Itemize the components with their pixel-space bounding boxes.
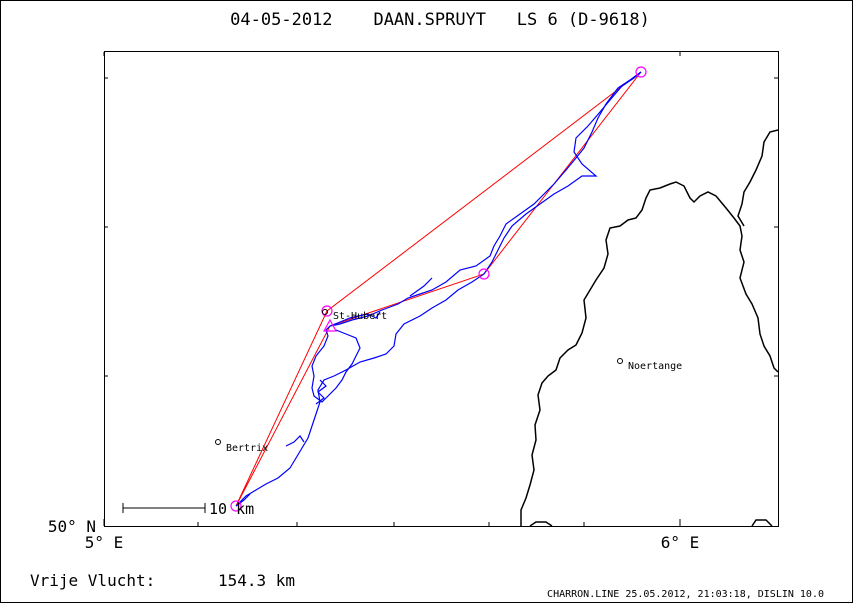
x-tick-label-5e: 5° E (85, 533, 124, 552)
place-label-bertrix: Bertrix (226, 443, 268, 454)
turnpoint-1 (635, 66, 647, 78)
turnpoint-start (230, 500, 242, 512)
flight-distance-value: 154.3 km (218, 571, 295, 590)
turnpoint-3 (321, 305, 333, 317)
place-bertrix: Bertrix (215, 439, 268, 454)
turnpoints (230, 66, 647, 512)
turnpoint-2 (478, 268, 490, 280)
flight-track (235, 71, 642, 507)
scale-bar: 10 km (122, 500, 254, 518)
country-border (520, 129, 779, 527)
plot-frame (104, 51, 779, 527)
x-tick-label-6e: 6° E (661, 533, 700, 552)
place-label-st-hubert: St-Hubert (333, 311, 387, 322)
place-noertange: Noertange (617, 358, 682, 372)
map-title: 04-05-2012 DAAN.SPRUYT LS 6 (D-9618) (230, 10, 650, 30)
task-lines (235, 71, 642, 507)
place-st-hubert: St-Hubert (322, 309, 387, 322)
flight-distance-label: Vrije Vlucht: (30, 571, 155, 590)
scale-bar-label: 10 km (209, 500, 254, 518)
y-tick-label-50n: 50° N (48, 517, 96, 536)
axis-ticks (103, 52, 778, 526)
footer-info: CHARRON.LINE 25.05.2012, 21:03:18, DISLI… (547, 589, 824, 600)
place-label-noertange: Noertange (628, 361, 682, 372)
turnpoint-triangle (322, 318, 338, 332)
